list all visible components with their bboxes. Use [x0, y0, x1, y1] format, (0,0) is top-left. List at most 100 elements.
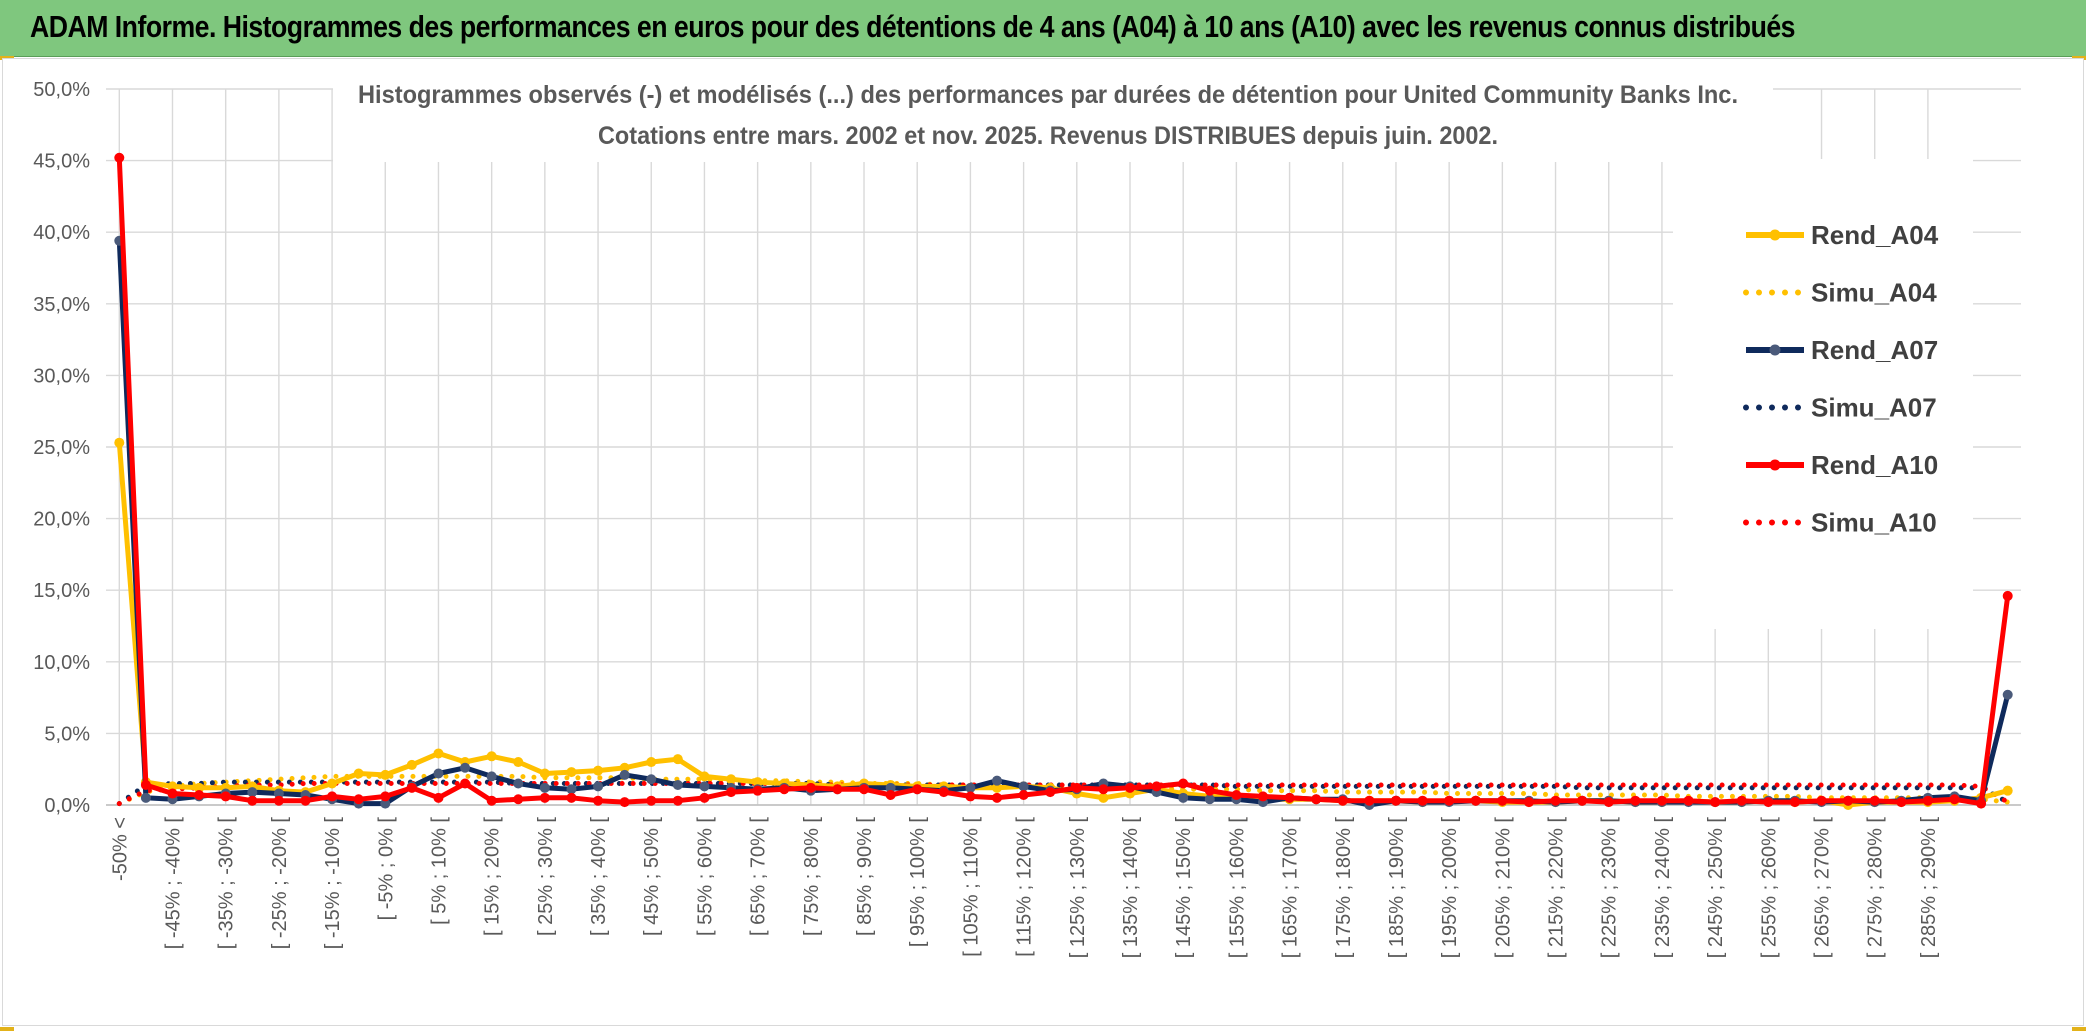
data-point-Rend_A10	[220, 791, 231, 802]
data-point-Rend_A04	[619, 762, 630, 773]
x-tick-label: [ 195% ; 200% [	[1439, 817, 1461, 959]
data-point-Rend_A10	[1736, 795, 1747, 806]
legend-label-Simu_A04: Simu_A04	[1811, 278, 1937, 308]
data-point-Rend_A10	[353, 794, 364, 805]
data-point-Rend_A10	[513, 794, 524, 805]
x-tick-label: [ 25% ; 30% [	[535, 817, 557, 936]
x-tick-label: [ -45% ; -40% [	[162, 817, 184, 950]
data-point-Rend_A07	[1178, 792, 1189, 803]
data-point-Rend_A10	[406, 782, 417, 793]
data-point-Rend_A10	[1656, 795, 1667, 806]
data-point-Rend_A10	[672, 795, 683, 806]
data-point-Rend_A10	[1071, 782, 1082, 793]
data-point-Rend_A10	[1869, 795, 1880, 806]
data-point-Rend_A10	[1922, 795, 1933, 806]
x-tick-label: [ 155% ; 160% [	[1226, 817, 1248, 959]
report-title-bar: ADAM Informe. Histogrammes des performan…	[0, 0, 2086, 57]
data-point-Rend_A04	[566, 767, 577, 778]
data-point-Rend_A07	[699, 781, 710, 792]
data-point-Rend_A10	[912, 784, 923, 795]
data-point-Rend_A10	[832, 784, 843, 795]
x-tick-label: [ -35% ; -30% [	[216, 817, 238, 950]
y-tick-label: 25,0%	[33, 437, 90, 459]
axes: 0,0% 5,0% 10,0% 15,0% 20,0% 25,0% 30,0% 35,0% 40…	[33, 79, 2021, 958]
data-point-Rend_A04	[353, 768, 364, 779]
data-point-Rend_A07	[992, 775, 1003, 786]
data-point-Rend_A04	[2002, 785, 2013, 796]
legend-marker-Rend_A10	[1769, 459, 1781, 471]
data-point-Rend_A04	[992, 782, 1003, 793]
data-point-Rend_A10	[1843, 795, 1854, 806]
data-point-Rend_A07	[539, 782, 550, 793]
x-tick-label: [ 15% ; 20% [	[482, 817, 504, 936]
data-point-Rend_A07	[672, 779, 683, 790]
x-tick-label: -50% <	[109, 817, 131, 881]
data-point-Rend_A10	[699, 792, 710, 803]
data-point-Rend_A07	[885, 782, 896, 793]
data-point-Rend_A07	[2002, 689, 2013, 700]
data-point-Rend_A04	[672, 754, 683, 765]
data-point-Rend_A10	[1257, 791, 1268, 802]
data-point-Rend_A04	[406, 759, 417, 770]
data-point-Rend_A10	[1550, 795, 1561, 806]
data-point-Rend_A10	[965, 791, 976, 802]
data-point-Rend_A10	[300, 795, 311, 806]
data-point-Rend_A10	[859, 784, 870, 795]
x-tick-label: [ 175% ; 180% [	[1333, 817, 1355, 959]
x-tick-label: [ 265% ; 270% [	[1812, 817, 1834, 959]
x-tick-label: [ 285% ; 290% [	[1918, 817, 1940, 959]
data-point-Rend_A10	[1231, 789, 1242, 800]
data-point-Rend_A10	[167, 788, 178, 799]
x-tick-label: [ 185% ; 190% [	[1386, 817, 1408, 959]
data-point-Rend_A10	[1204, 785, 1215, 796]
corner-mark	[2072, 1027, 2086, 1031]
data-point-Rend_A10	[114, 152, 125, 163]
data-point-Rend_A04	[752, 777, 763, 788]
x-tick-label: [ 225% ; 230% [	[1599, 817, 1621, 959]
data-point-Rend_A10	[1949, 794, 1960, 805]
legend-label-Rend_A04: Rend_A04	[1811, 220, 1939, 250]
data-point-Rend_A10	[1444, 795, 1455, 806]
data-point-Rend_A10	[1124, 782, 1135, 793]
data-point-Rend_A07	[380, 798, 391, 809]
x-tick-label: [ 105% ; 110% [	[960, 817, 982, 957]
x-tick-label: [ 45% ; 50% [	[641, 817, 663, 936]
x-tick-label: [ -5% ; 0% [	[375, 817, 397, 921]
data-point-Rend_A10	[1789, 797, 1800, 808]
legend-marker-Rend_A07	[1769, 344, 1781, 356]
x-tick-label: [ 215% ; 220% [	[1546, 817, 1568, 959]
data-point-Rend_A10	[1018, 789, 1029, 800]
x-tick-label: [ 95% ; 100% [	[907, 817, 929, 948]
data-point-Rend_A10	[1683, 795, 1694, 806]
x-tick-label: [ 55% ; 60% [	[694, 817, 716, 936]
data-point-Rend_A10	[726, 787, 737, 798]
y-tick-label: 50,0%	[33, 79, 90, 101]
data-point-Rend_A10	[194, 789, 205, 800]
data-point-Rend_A07	[593, 781, 604, 792]
x-tick-label: [ 245% ; 250% [	[1705, 817, 1727, 959]
data-point-Rend_A10	[646, 795, 657, 806]
corner-mark	[0, 1027, 14, 1031]
x-tick-label: [ 205% ; 210% [	[1492, 817, 1514, 959]
series-line-Simu_A10	[116, 781, 2011, 807]
x-tick-label: [ 145% ; 150% [	[1173, 817, 1195, 959]
data-point-Rend_A10	[566, 792, 577, 803]
data-point-Rend_A10	[992, 792, 1003, 803]
y-tick-label: 5,0%	[44, 723, 90, 745]
x-tick-label: [ -25% ; -20% [	[269, 817, 291, 950]
x-tick-label: [ 65% ; 70% [	[748, 817, 770, 936]
chart-title-background	[333, 62, 1773, 162]
data-point-Rend_A10	[1523, 797, 1534, 808]
data-point-Rend_A04	[167, 781, 178, 792]
x-tick-label: [ 115% ; 120% [	[1014, 817, 1036, 957]
data-point-Rend_A07	[140, 792, 151, 803]
legend-marker-Rend_A04	[1769, 229, 1781, 241]
data-point-Rend_A10	[140, 779, 151, 790]
data-point-Rend_A10	[1045, 787, 1056, 798]
data-point-Rend_A10	[1364, 795, 1375, 806]
data-point-Rend_A07	[486, 771, 497, 782]
x-tick-label: [ 275% ; 280% [	[1865, 817, 1887, 959]
data-point-Rend_A10	[273, 795, 284, 806]
legend-label-Rend_A10: Rend_A10	[1811, 450, 1938, 480]
data-point-Rend_A04	[699, 771, 710, 782]
